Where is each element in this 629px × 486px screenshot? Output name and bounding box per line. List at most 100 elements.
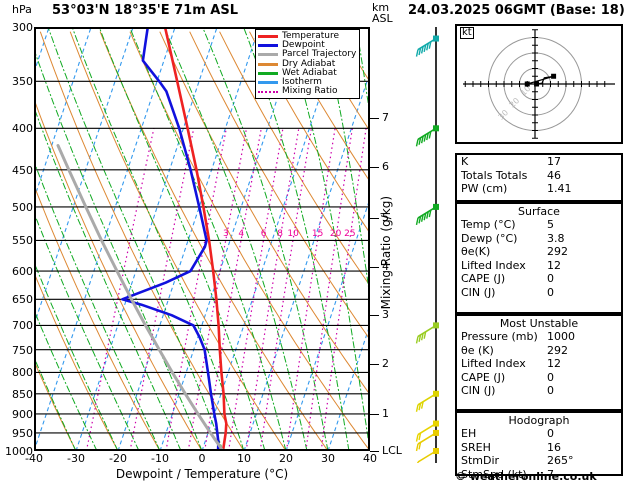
- pressure-tick-350: 350: [12, 75, 33, 89]
- pressure-tick-1000: 1000: [5, 445, 33, 458]
- km-label-3: 3: [382, 308, 389, 321]
- km-asl-line2: ASL: [372, 12, 393, 25]
- km-asl-axis: 1 2 3 4 5 6 7 LCL: [370, 27, 416, 457]
- temperature-tick--20: -20: [109, 452, 127, 465]
- hodo-stats-panel-title: Hodograph: [508, 414, 570, 427]
- pressure-tick-950: 950: [12, 426, 33, 440]
- pressure-axis: 300 350 400 450 500 550 600 650 700 750 800 850 900 9…: [0, 21, 33, 458]
- svg-text:15: 15: [312, 229, 323, 239]
- stat-value: 12: [547, 357, 561, 370]
- legend-row-mixing-ratio: Mixing Ratio: [258, 86, 356, 97]
- legend-row-dewpoint: Dewpoint: [258, 40, 356, 51]
- surface-panel: Surface Temp (°C) 5 Dewp (°C) 3.8 θe(K) 292 Lif…: [455, 202, 623, 314]
- stat-value: 7: [547, 467, 554, 481]
- legend-swatch-icon: [258, 90, 278, 93]
- stat-row: Pressure (mb) 1000: [457, 330, 621, 344]
- stat-value: 16: [547, 440, 561, 454]
- stat-row: Dewp (°C) 3.8: [457, 232, 621, 246]
- mixing-ratio-axis-title: Mixing Ratio (g/kg): [379, 196, 393, 310]
- indices-panel: K 17 Totals Totals 46 PW (cm) 1.41: [455, 153, 623, 202]
- stat-value: 3.8: [547, 231, 565, 245]
- pressure-tick-300: 300: [12, 21, 33, 34]
- stat-key: EH: [461, 427, 477, 440]
- stat-row: K 17: [457, 155, 621, 169]
- x-axis-title: Dewpoint / Temperature (°C): [115, 467, 289, 481]
- stat-key: Dewp (°C): [461, 231, 518, 245]
- date-title: 24.03.2025 06GMT (Base: 18): [408, 3, 625, 18]
- legend-swatch-icon: [258, 35, 278, 39]
- km-tick-3: [370, 315, 379, 316]
- stat-key: CIN (J): [461, 285, 496, 299]
- km-label-5: 5: [382, 211, 389, 224]
- km-label-7: 7: [382, 111, 389, 124]
- stat-key: θe (K): [461, 343, 494, 357]
- legend-label: Dewpoint: [282, 40, 325, 51]
- svg-text:6: 6: [261, 229, 267, 239]
- stat-value: 17: [547, 155, 561, 168]
- stat-row: Lifted Index 12: [457, 357, 621, 371]
- stat-value: 265°: [547, 454, 574, 467]
- temperature-axis: -40 -30 -20 -10 0 10 20 30 40: [25, 452, 377, 468]
- stat-key: CAPE (J): [461, 370, 506, 384]
- stat-row: Totals Totals 46: [457, 169, 621, 183]
- stat-key: Lifted Index: [461, 357, 526, 370]
- legend-row-wet-adiabat: Wet Adiabat: [258, 67, 356, 78]
- legend-row-dry-adiabat: Dry Adiabat: [258, 58, 356, 69]
- legend-row-isotherm: Isotherm: [258, 76, 356, 87]
- mu-panel-title: Most Unstable: [499, 317, 579, 330]
- stat-value: 1.41: [547, 182, 572, 195]
- pressure-unit-label: hPa: [12, 3, 32, 16]
- stat-value: 292: [547, 343, 568, 357]
- km-tick-6: [370, 167, 379, 168]
- pressure-tick-550: 550: [12, 234, 33, 248]
- stat-key: Totals Totals: [461, 168, 528, 182]
- legend-label: Parcel Trajectory: [282, 49, 357, 60]
- pressure-tick-450: 450: [12, 163, 33, 177]
- stat-value: 0: [547, 384, 554, 397]
- stat-key: θe(K): [461, 245, 491, 258]
- legend-label: Wet Adiabat: [282, 67, 337, 78]
- pressure-tick-900: 900: [12, 407, 33, 421]
- stat-value: 0: [547, 427, 554, 440]
- legend-label: Mixing Ratio: [282, 86, 338, 97]
- svg-text:20: 20: [330, 229, 342, 239]
- temperature-tick-40: 40: [363, 452, 377, 465]
- stat-row: PW (cm) 1.41: [457, 182, 621, 196]
- legend-row-temperature: Temperature: [258, 31, 356, 41]
- svg-text:4: 4: [238, 229, 244, 239]
- temperature-tick-30: 30: [321, 452, 335, 465]
- surface-panel-title: Surface: [518, 205, 560, 218]
- legend-label: Dry Adiabat: [282, 58, 336, 69]
- legend-row-parcel-trajectory: Parcel Trajectory: [258, 50, 356, 59]
- stat-value: 0: [547, 285, 554, 299]
- stat-row: StmDir 265°: [457, 454, 621, 468]
- km-asl-line1: km: [372, 1, 390, 14]
- stat-value: 0: [547, 272, 554, 285]
- km-asl-axis-title: km ASL: [372, 2, 393, 24]
- stat-key: Lifted Index: [461, 258, 526, 272]
- stat-key: PW (cm): [461, 182, 508, 195]
- copyright-label: © weatheronline.co.uk: [455, 470, 597, 483]
- pressure-tick-750: 750: [12, 343, 33, 357]
- svg-text:3: 3: [223, 229, 229, 239]
- legend-swatch-icon: [258, 53, 278, 57]
- svg-text:10: 10: [287, 229, 299, 239]
- stat-key: StmDir: [461, 454, 500, 467]
- km-label-1: 1: [382, 407, 389, 420]
- stat-value: 5: [547, 218, 554, 231]
- stat-key: K: [461, 155, 469, 168]
- stat-row: CIN (J) 0: [457, 286, 621, 300]
- legend-label: Isotherm: [282, 76, 322, 87]
- km-tick-5: [370, 218, 379, 219]
- lcl-label: LCL: [382, 444, 402, 457]
- temperature-tick-0: 0: [198, 452, 206, 465]
- legend-swatch-icon: [258, 44, 278, 48]
- pressure-tick-500: 500: [12, 200, 33, 214]
- stat-value: 46: [547, 168, 561, 182]
- legend-label: Temperature: [282, 31, 340, 41]
- stat-row: StmSpd (kt) 7: [457, 468, 621, 482]
- stat-key: StmSpd (kt): [461, 467, 527, 481]
- svg-text:8: 8: [277, 229, 283, 239]
- pressure-tick-600: 600: [12, 265, 33, 279]
